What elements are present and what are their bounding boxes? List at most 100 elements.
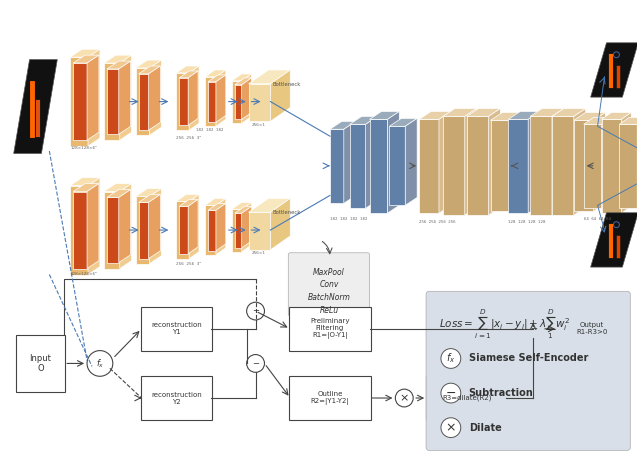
Polygon shape xyxy=(248,70,291,84)
Polygon shape xyxy=(73,63,87,140)
Polygon shape xyxy=(574,113,605,120)
Polygon shape xyxy=(620,124,637,208)
Polygon shape xyxy=(73,55,99,63)
Polygon shape xyxy=(591,43,638,97)
Polygon shape xyxy=(574,120,594,211)
Polygon shape xyxy=(365,116,378,208)
Polygon shape xyxy=(139,194,161,202)
Polygon shape xyxy=(104,63,120,140)
Polygon shape xyxy=(508,120,528,213)
Polygon shape xyxy=(73,184,99,191)
Polygon shape xyxy=(235,213,242,248)
Polygon shape xyxy=(591,213,638,267)
Polygon shape xyxy=(389,126,405,205)
Polygon shape xyxy=(216,198,226,255)
Polygon shape xyxy=(232,74,252,81)
Polygon shape xyxy=(443,108,477,116)
Polygon shape xyxy=(119,190,131,262)
Polygon shape xyxy=(242,74,252,123)
Polygon shape xyxy=(594,113,605,211)
Polygon shape xyxy=(637,117,640,208)
Polygon shape xyxy=(139,202,148,259)
Polygon shape xyxy=(120,55,132,140)
Polygon shape xyxy=(602,117,611,208)
Polygon shape xyxy=(107,69,119,134)
Polygon shape xyxy=(637,129,640,203)
Polygon shape xyxy=(349,124,365,208)
Polygon shape xyxy=(179,78,188,125)
Polygon shape xyxy=(510,113,522,211)
Polygon shape xyxy=(508,112,540,120)
Polygon shape xyxy=(179,199,198,206)
Circle shape xyxy=(396,389,413,407)
Text: R3=dilate(R2): R3=dilate(R2) xyxy=(442,395,492,401)
Polygon shape xyxy=(70,49,100,57)
Polygon shape xyxy=(148,66,161,130)
Text: 256  256  256  256: 256 256 256 256 xyxy=(419,220,456,224)
Polygon shape xyxy=(584,117,611,124)
Text: −: − xyxy=(530,325,536,333)
Polygon shape xyxy=(87,55,99,140)
Polygon shape xyxy=(271,70,291,121)
Circle shape xyxy=(87,351,113,376)
Polygon shape xyxy=(150,60,161,135)
Polygon shape xyxy=(107,198,119,262)
Polygon shape xyxy=(70,185,88,275)
Polygon shape xyxy=(73,191,87,269)
Text: −: − xyxy=(252,306,259,316)
Polygon shape xyxy=(216,75,226,122)
Polygon shape xyxy=(330,129,344,203)
Polygon shape xyxy=(467,116,488,215)
Text: ×: × xyxy=(399,393,409,403)
Polygon shape xyxy=(621,113,631,213)
Text: 256×1: 256×1 xyxy=(252,123,266,127)
Polygon shape xyxy=(369,112,399,120)
Polygon shape xyxy=(490,120,510,211)
Text: reconstruction
Y1: reconstruction Y1 xyxy=(151,322,202,335)
Text: BatchNorm: BatchNorm xyxy=(307,293,350,302)
Text: 182  182  182: 182 182 182 xyxy=(196,128,223,132)
Polygon shape xyxy=(405,119,417,205)
Text: reconstruction
Y2: reconstruction Y2 xyxy=(151,391,202,404)
Text: Outline
R2=|Y1-Y2|: Outline R2=|Y1-Y2| xyxy=(310,391,349,405)
FancyBboxPatch shape xyxy=(426,376,508,420)
Polygon shape xyxy=(235,206,252,213)
Polygon shape xyxy=(205,198,226,205)
Polygon shape xyxy=(208,82,216,122)
Polygon shape xyxy=(120,184,132,269)
Polygon shape xyxy=(552,116,574,215)
Text: $f_x$: $f_x$ xyxy=(96,357,104,370)
Polygon shape xyxy=(70,177,100,185)
Polygon shape xyxy=(104,184,132,191)
Text: $f_x$: $f_x$ xyxy=(446,352,456,365)
Polygon shape xyxy=(176,66,199,73)
Polygon shape xyxy=(107,61,131,69)
Circle shape xyxy=(441,383,461,403)
Text: ReLu: ReLu xyxy=(319,306,339,315)
Polygon shape xyxy=(179,206,188,254)
Polygon shape xyxy=(232,81,242,123)
Text: −: − xyxy=(252,359,259,368)
Polygon shape xyxy=(248,198,291,212)
Polygon shape xyxy=(465,108,477,215)
Polygon shape xyxy=(104,55,132,63)
Polygon shape xyxy=(389,119,417,126)
Polygon shape xyxy=(139,66,161,74)
Text: MaxPool: MaxPool xyxy=(313,268,345,276)
Text: −: − xyxy=(445,387,456,400)
Polygon shape xyxy=(216,70,226,126)
Polygon shape xyxy=(232,209,242,252)
Polygon shape xyxy=(205,70,226,77)
Polygon shape xyxy=(189,194,199,259)
Polygon shape xyxy=(330,121,356,129)
Polygon shape xyxy=(188,199,198,254)
Polygon shape xyxy=(88,177,100,275)
Polygon shape xyxy=(136,60,161,68)
Polygon shape xyxy=(552,108,586,116)
Text: Dilate: Dilate xyxy=(468,423,502,432)
Polygon shape xyxy=(349,116,378,124)
Polygon shape xyxy=(87,184,99,269)
Polygon shape xyxy=(205,205,216,255)
Text: 128  128  128  128: 128 128 128 128 xyxy=(508,220,546,224)
Polygon shape xyxy=(637,122,640,129)
